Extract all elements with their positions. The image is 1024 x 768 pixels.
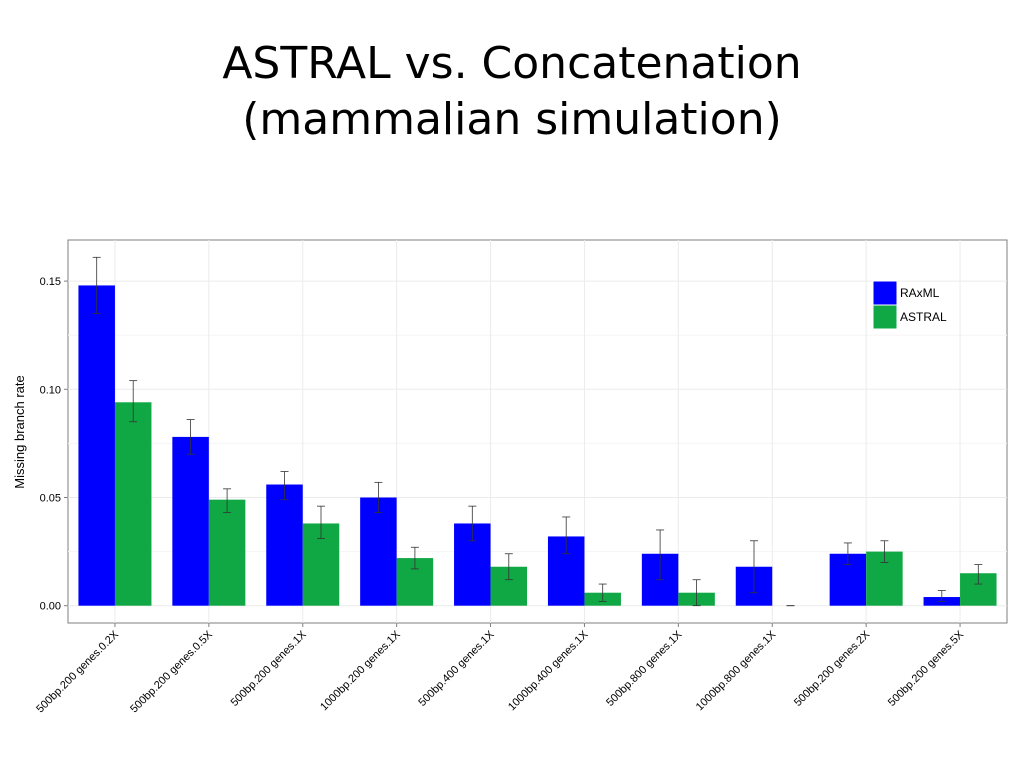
bar-astral: [208, 499, 246, 606]
legend-label-raxml: RAxML: [900, 286, 940, 300]
x-tick-label: 1000bp.800 genes.1X: [694, 628, 779, 713]
legend-key-raxml: [872, 280, 898, 306]
y-tick-label: 0.05: [40, 492, 61, 504]
y-axis-title: Missing branch rate: [12, 375, 27, 488]
x-tick-label: 500bp.800 genes.1X: [604, 628, 685, 709]
x-tick-label: 500bp.400 genes.1X: [416, 628, 497, 709]
x-tick-label: 500bp.200 genes.5X: [886, 628, 967, 709]
bar-raxml: [266, 484, 303, 606]
x-tick-label: 1000bp.200 genes.1X: [318, 628, 403, 713]
slide-title-line1: ASTRAL vs. Concatenation: [222, 38, 802, 89]
bar-astral: [114, 402, 152, 606]
y-tick-label: 0.15: [40, 276, 61, 288]
y-tick-label: 0.10: [40, 384, 61, 396]
x-tick-label: 500bp.200 genes.0.2X: [34, 628, 121, 715]
x-tick-label: 1000bp.400 genes.1X: [506, 628, 591, 713]
slide-title: ASTRAL vs. Concatenation (mammalian simu…: [0, 36, 1024, 148]
legend-key-astral: [872, 304, 898, 330]
y-tick-label: 0.00: [40, 601, 61, 613]
bar-raxml: [78, 285, 115, 606]
x-tick-label: 500bp.200 genes.0.5X: [128, 628, 215, 715]
x-tick-label: 500bp.200 genes.1X: [229, 628, 310, 709]
x-axis: 500bp.200 genes.0.2X 500bp.200 genes.0.5X…: [34, 623, 967, 715]
legend-label-astral: ASTRAL: [900, 310, 947, 324]
slide-title-line2: (mammalian simulation): [242, 94, 782, 145]
y-axis: 0.00 0.05 0.10 0.15: [40, 276, 68, 613]
errorbar-layer: [92, 256, 983, 607]
legend: RAxML ASTRAL: [872, 280, 947, 330]
bar-raxml: [360, 497, 397, 606]
bar-raxml: [172, 436, 209, 606]
x-tick-label: 500bp.200 genes.2X: [792, 628, 873, 709]
